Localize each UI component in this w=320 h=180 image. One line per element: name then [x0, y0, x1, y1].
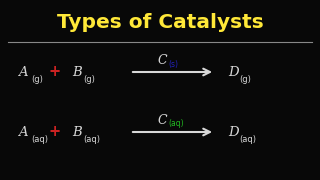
Text: (aq): (aq)	[168, 120, 184, 129]
Text: A: A	[18, 125, 28, 138]
Text: C: C	[158, 53, 168, 66]
Text: (aq): (aq)	[239, 134, 256, 143]
Text: (g): (g)	[83, 75, 95, 84]
Text: +: +	[49, 64, 61, 80]
Text: D: D	[228, 125, 239, 138]
Text: B: B	[72, 66, 82, 78]
Text: +: +	[49, 125, 61, 140]
Text: (s): (s)	[168, 60, 178, 69]
Text: B: B	[72, 125, 82, 138]
Text: (aq): (aq)	[31, 134, 48, 143]
Text: (aq): (aq)	[83, 134, 100, 143]
Text: C: C	[158, 114, 168, 127]
Text: (g): (g)	[239, 75, 251, 84]
Text: D: D	[228, 66, 239, 78]
Text: A: A	[18, 66, 28, 78]
Text: (g): (g)	[31, 75, 43, 84]
Text: Types of Catalysts: Types of Catalysts	[57, 12, 263, 32]
